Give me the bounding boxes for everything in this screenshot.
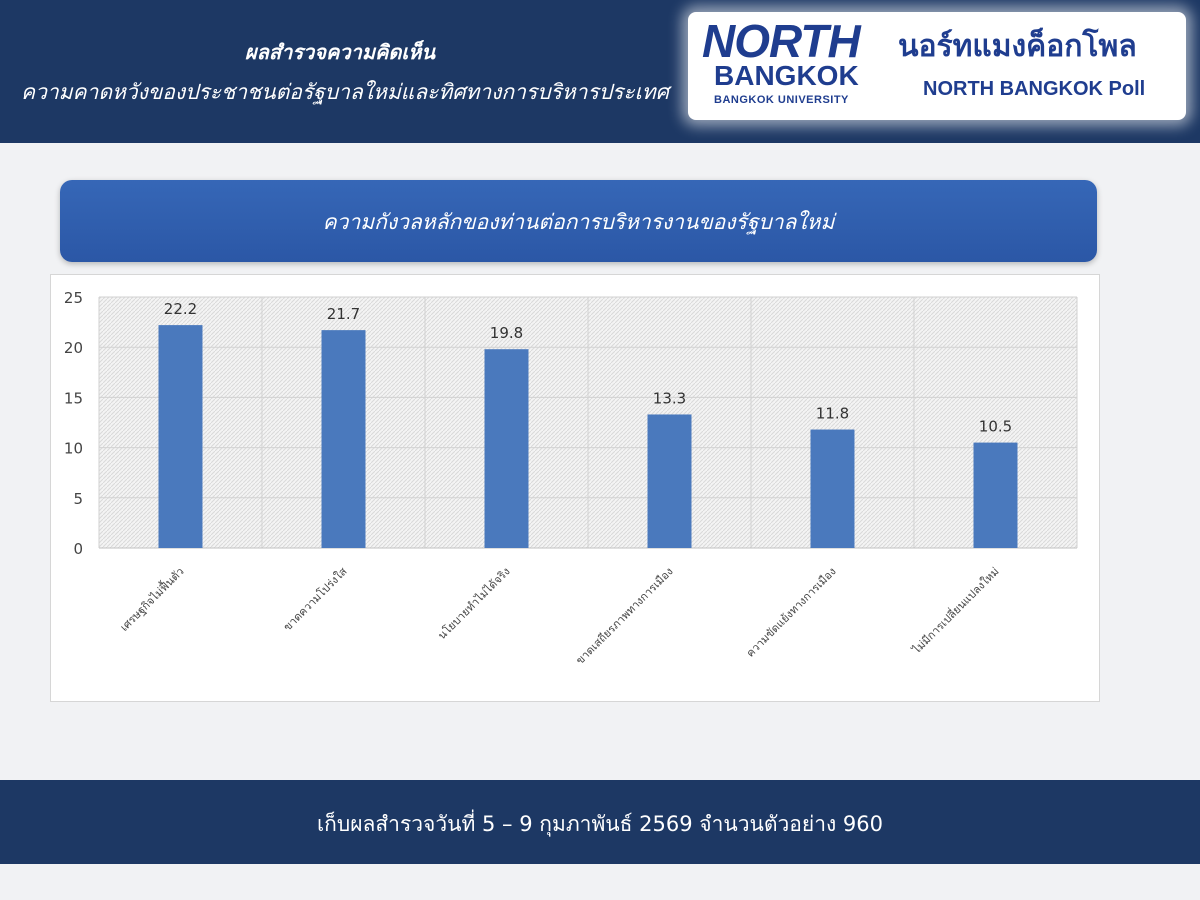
- logo-thai-name: นอร์ทแมงค็อกโพล: [898, 29, 1137, 64]
- header-bar: ผลสำรวจความคิดเห็น ความคาดหวังของประชาชน…: [0, 0, 1200, 143]
- chart-container: 0 5 10 15 20 25 22.2 เศรษฐกิจไม่ฟื้นตัว 21.7 ขาดค…: [50, 274, 1100, 702]
- data-label: 11.8: [816, 405, 849, 423]
- y-tick-label: 15: [64, 389, 83, 407]
- x-tick-label: นโยบายทำไม่ได้จริง: [435, 564, 513, 642]
- north-bangkok-poll-logo: NORTH BANGKOK BANGKOK UNIVERSITY นอร์ทแม…: [688, 12, 1186, 120]
- x-tick-label: เศรษฐกิจไม่ฟื้นตัว: [116, 564, 186, 634]
- bar: [321, 330, 366, 548]
- y-tick-label: 20: [64, 339, 83, 357]
- chart-title: ความกังวลหลักของท่านต่อการบริหารงานของรั…: [322, 210, 835, 234]
- data-label: 10.5: [979, 418, 1012, 436]
- chart-title-banner: ความกังวลหลักของท่านต่อการบริหารงานของรั…: [60, 180, 1097, 262]
- logo-english-name: NORTH BANGKOK Poll: [923, 78, 1146, 100]
- bar: [810, 429, 855, 548]
- page-subtitle: ความคาดหวังของประชาชนต่อรัฐบาลใหม่และทิศ…: [21, 80, 669, 104]
- y-tick-label: 0: [73, 540, 83, 558]
- logo-north-text: NORTH: [702, 15, 861, 67]
- logo-university-text: BANGKOK UNIVERSITY: [714, 94, 849, 106]
- footer-bar: เก็บผลสำรวจวันที่ 5 – 9 กุมภาพันธ์ 2569 …: [0, 780, 1200, 864]
- y-tick-label: 25: [64, 289, 83, 307]
- data-label: 22.2: [164, 300, 197, 318]
- x-tick-label: ขาดความโปร่งใส: [280, 564, 350, 634]
- bar: [647, 414, 692, 548]
- page-title: ผลสำรวจความคิดเห็น: [244, 40, 436, 64]
- bar: [158, 325, 203, 548]
- x-tick-label: ขาดเสถียรภาพทางการเมือง: [573, 565, 675, 667]
- survey-info: เก็บผลสำรวจวันที่ 5 – 9 กุมภาพันธ์ 2569 …: [316, 812, 884, 836]
- logo-bangkok-text: BANGKOK: [714, 60, 859, 91]
- data-label: 19.8: [490, 324, 523, 342]
- x-tick-label: ไม่มีการเปลี่ยนแปลงใหม่: [908, 564, 1002, 658]
- bar: [973, 442, 1018, 548]
- data-label: 13.3: [653, 389, 686, 407]
- bar-chart: 0 5 10 15 20 25 22.2 เศรษฐกิจไม่ฟื้นตัว 21.7 ขาดค…: [64, 289, 1078, 667]
- data-label: 21.7: [327, 305, 360, 323]
- y-tick-label: 10: [64, 440, 83, 458]
- y-tick-label: 5: [73, 490, 83, 508]
- bar: [484, 349, 529, 548]
- x-tick-label: ความขัดแย้งทางการเมือง: [744, 565, 839, 660]
